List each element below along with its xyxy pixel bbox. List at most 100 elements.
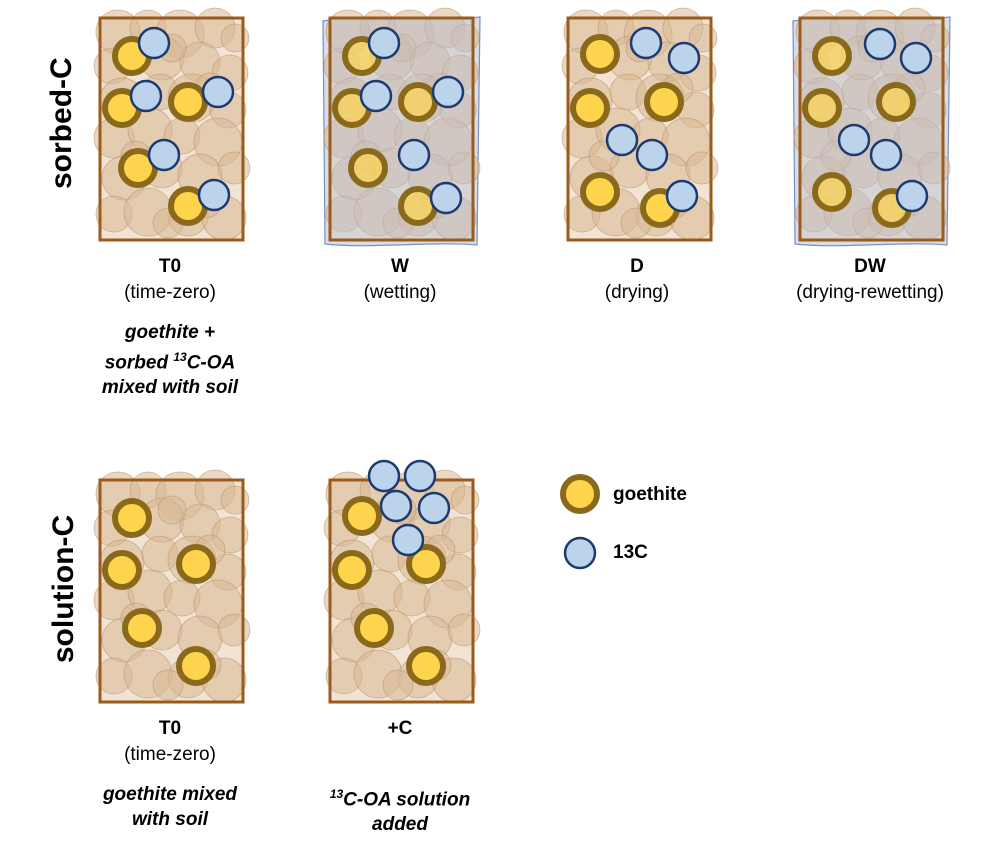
soil-particle — [217, 151, 251, 185]
c13-particle — [391, 523, 425, 557]
panel-code-sorbed-dw: DW — [854, 256, 886, 277]
panel-desc-solution-t0: (time-zero) — [124, 744, 216, 765]
soil-particle — [685, 151, 719, 185]
c13-particle — [429, 181, 463, 215]
panel-code-solution-c: +C — [387, 718, 413, 739]
row-label-sorbed: sorbed-C — [45, 57, 78, 189]
note-line: mixed with soil — [101, 377, 239, 399]
c13-particle — [129, 79, 163, 113]
panel-desc-sorbed-t0: (time-zero) — [124, 282, 216, 303]
c13-particle — [667, 41, 701, 75]
panel-code-solution-t0: T0 — [158, 718, 182, 739]
soil-particle — [382, 669, 414, 701]
soil-panel-sorbed-t0 — [93, 7, 251, 242]
soil-particle — [217, 613, 251, 647]
goethite-particle — [348, 148, 388, 188]
c13-particle — [417, 491, 451, 525]
soil-panel-sorbed-dw — [792, 7, 951, 247]
note-line: goethite + — [124, 322, 216, 343]
goethite-particle — [102, 550, 142, 590]
note-line: with soil — [132, 809, 208, 830]
c13-particle — [359, 79, 393, 113]
goethite-particle — [332, 550, 372, 590]
c13-particle — [863, 27, 897, 61]
panel-frame — [798, 16, 945, 242]
panel-frame — [566, 16, 713, 242]
isotope-superscript: 13 — [173, 350, 187, 364]
soil-panel-sorbed-d — [561, 7, 719, 242]
c13-particle — [397, 138, 431, 172]
legend-label-13c: 13C — [613, 542, 648, 563]
panel-desc-sorbed-dw: (drying-rewetting) — [796, 282, 944, 303]
soil-particle — [157, 495, 187, 525]
c13-particle — [197, 178, 231, 212]
c13-particle — [895, 179, 929, 213]
panel-code-sorbed-t0: T0 — [158, 256, 182, 277]
goethite-particle — [398, 82, 438, 122]
panel-note-sorbed-t0: goethite + sorbed 13C-OA mixed with soil — [70, 320, 270, 400]
goethite-particle — [802, 88, 842, 128]
panel-code-sorbed-d: D — [630, 256, 644, 277]
goethite-particle — [342, 496, 382, 536]
c13-particle — [201, 75, 235, 109]
goethite-particle — [122, 608, 162, 648]
goethite-particle — [168, 82, 208, 122]
panel-frame — [98, 16, 245, 242]
goethite-particle — [354, 608, 394, 648]
panel-note-solution-t0: goethite mixed with soil — [70, 782, 270, 832]
c13-particle — [147, 138, 181, 172]
soil-particle — [220, 485, 250, 515]
panel-frame — [98, 478, 245, 704]
c13-particle — [431, 75, 465, 109]
goethite-particle — [398, 186, 438, 226]
c13-particle — [869, 138, 903, 172]
goethite-particle — [580, 34, 620, 74]
c13-particle — [379, 489, 413, 523]
c13-particle — [137, 26, 171, 60]
c13-particle — [629, 26, 663, 60]
legend-goethite-icon — [560, 474, 600, 514]
soil-particle — [220, 23, 250, 53]
c13-particle — [605, 123, 639, 157]
note-line: C-OA — [186, 352, 236, 374]
goethite-particle — [580, 172, 620, 212]
goethite-particle — [176, 544, 216, 584]
note-line: added — [372, 814, 428, 836]
panel-note-solution-c: 13C-OA solution added — [295, 782, 505, 837]
legend-label-goethite: goethite — [613, 484, 687, 505]
soil-particle — [152, 669, 184, 701]
goethite-particle — [812, 36, 852, 76]
soil-particle — [447, 613, 481, 647]
panel-code-sorbed-w: W — [391, 256, 409, 277]
goethite-particle — [570, 88, 610, 128]
soil-panel-solution-c — [323, 459, 481, 704]
goethite-particle — [176, 646, 216, 686]
goethite-particle — [876, 82, 916, 122]
soil-particle — [450, 485, 480, 515]
soil-panel-solution-t0 — [93, 469, 251, 704]
goethite-particle — [812, 172, 852, 212]
c13-particle — [367, 459, 401, 493]
goethite-particle — [644, 82, 684, 122]
soil-panel-sorbed-w — [322, 7, 481, 247]
panel-desc-sorbed-w: (wetting) — [363, 282, 437, 303]
legend-13c-icon — [563, 536, 597, 570]
goethite-particle — [406, 646, 446, 686]
c13-particle — [403, 459, 437, 493]
c13-particle — [635, 138, 669, 172]
panel-frame — [328, 16, 475, 242]
c13-particle — [837, 123, 871, 157]
row-label-solution: solution-C — [47, 514, 80, 664]
note-line: C-OA solution — [343, 789, 471, 811]
panel-frame — [328, 478, 475, 704]
goethite-particle — [406, 544, 446, 584]
isotope-superscript: 13 — [329, 787, 344, 801]
c13-particle — [899, 41, 933, 75]
c13-particle — [367, 26, 401, 60]
note-line: goethite mixed — [102, 784, 238, 805]
note-line: sorbed — [104, 352, 174, 374]
goethite-particle — [112, 498, 152, 538]
panel-desc-sorbed-d: (drying) — [604, 282, 670, 303]
c13-particle — [665, 179, 699, 213]
